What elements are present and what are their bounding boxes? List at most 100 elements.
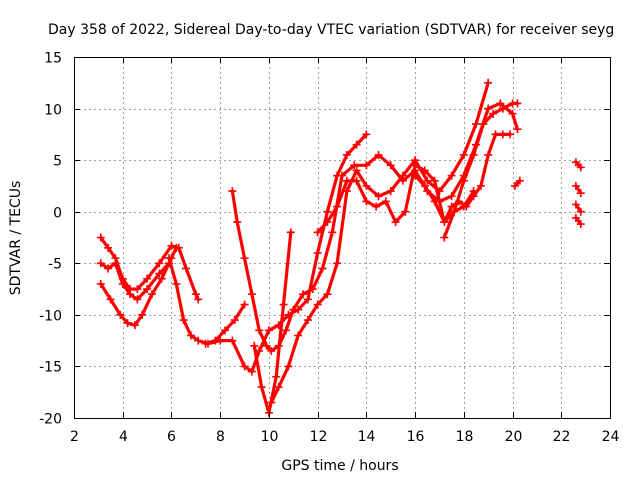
- data-point: [255, 326, 264, 335]
- x-tick-labels: 2 4 6 8 10 12 14 16 18 20 22 24: [70, 429, 619, 445]
- data-point: [294, 331, 303, 340]
- data-point: [381, 197, 390, 206]
- data-point: [157, 274, 166, 283]
- series-arc-11: [440, 187, 478, 242]
- series-line: [167, 132, 368, 374]
- data-point: [143, 285, 152, 294]
- data-point: [233, 218, 242, 227]
- data-point: [267, 346, 276, 355]
- data-point: [194, 295, 203, 304]
- data-point: [472, 120, 480, 129]
- data-point: [133, 295, 142, 304]
- series-arc-13: [571, 158, 585, 172]
- data-point: [352, 176, 361, 185]
- data-point: [576, 189, 585, 198]
- data-point: [240, 300, 249, 309]
- data-point: [167, 241, 176, 250]
- data-point: [228, 187, 237, 196]
- data-point: [118, 279, 127, 288]
- data-point: [138, 310, 147, 319]
- data-point: [430, 176, 439, 185]
- data-point: [459, 176, 468, 185]
- y-tick-labels: -20 -15 -10 -5 0 5 10 15: [39, 51, 62, 428]
- data-point: [401, 207, 410, 216]
- data-point: [430, 197, 439, 206]
- data-point: [111, 259, 120, 268]
- data-point: [571, 181, 580, 190]
- series-layer: [96, 78, 585, 417]
- data-point: [510, 181, 519, 190]
- x-axis-title: GPS time / hours: [281, 458, 398, 474]
- series-arc-7: [250, 228, 295, 417]
- data-point: [374, 150, 383, 159]
- data-point: [191, 290, 200, 299]
- data-point: [289, 305, 298, 314]
- x-tick-label: 8: [216, 429, 225, 445]
- data-point: [513, 125, 522, 134]
- series-arc-2: [96, 243, 181, 304]
- series-line: [316, 101, 520, 234]
- data-point: [240, 362, 249, 371]
- data-point: [508, 109, 517, 118]
- data-point: [281, 326, 290, 335]
- data-point: [186, 331, 195, 340]
- data-point: [172, 279, 181, 288]
- data-point: [250, 341, 259, 350]
- data-point: [323, 218, 332, 227]
- data-point: [262, 341, 271, 350]
- data-point: [284, 362, 293, 371]
- y-tick-label: -5: [48, 257, 62, 273]
- series-arc-16: [571, 213, 585, 229]
- series-arc-3: [96, 254, 176, 330]
- data-point: [411, 161, 420, 170]
- series-line: [204, 302, 247, 346]
- data-point: [391, 218, 400, 227]
- data-point: [155, 269, 164, 278]
- data-point: [308, 285, 317, 294]
- data-point: [96, 259, 105, 268]
- y-tick-label: 0: [53, 206, 62, 222]
- data-point: [440, 233, 449, 242]
- x-tick-label: 4: [119, 429, 128, 445]
- data-point: [96, 233, 105, 242]
- data-point: [576, 163, 585, 172]
- data-point: [576, 207, 585, 216]
- data-point: [323, 290, 332, 299]
- grid: [74, 57, 610, 418]
- data-point: [342, 176, 351, 185]
- x-tick-label: 22: [553, 429, 571, 445]
- data-point: [420, 181, 429, 190]
- data-point: [247, 290, 256, 299]
- data-point: [221, 326, 230, 335]
- x-tick-label: 14: [358, 429, 376, 445]
- series-line: [230, 101, 520, 353]
- series-line: [99, 246, 178, 301]
- data-point: [155, 259, 164, 268]
- data-point: [374, 192, 383, 201]
- data-point: [362, 130, 371, 139]
- data-point: [491, 130, 500, 139]
- y-tick-label: 15: [44, 51, 62, 67]
- data-point: [96, 279, 105, 288]
- data-point: [279, 300, 288, 309]
- data-point: [571, 200, 580, 209]
- data-point: [506, 130, 515, 139]
- data-point: [143, 274, 152, 283]
- data-point: [450, 207, 459, 216]
- data-point: [513, 99, 522, 108]
- data-point: [447, 171, 456, 180]
- data-point: [147, 290, 156, 299]
- data-point: [459, 202, 468, 211]
- data-point: [182, 264, 191, 273]
- data-point: [423, 176, 432, 185]
- plot-frame: [74, 57, 611, 419]
- x-tick-label: 20: [505, 429, 523, 445]
- data-point: [447, 202, 456, 211]
- data-point: [440, 218, 449, 227]
- data-point: [420, 166, 429, 175]
- axis-ticks: [74, 57, 611, 419]
- series-line: [442, 189, 476, 240]
- data-point: [264, 408, 273, 417]
- data-point: [352, 140, 361, 149]
- data-point: [272, 372, 281, 381]
